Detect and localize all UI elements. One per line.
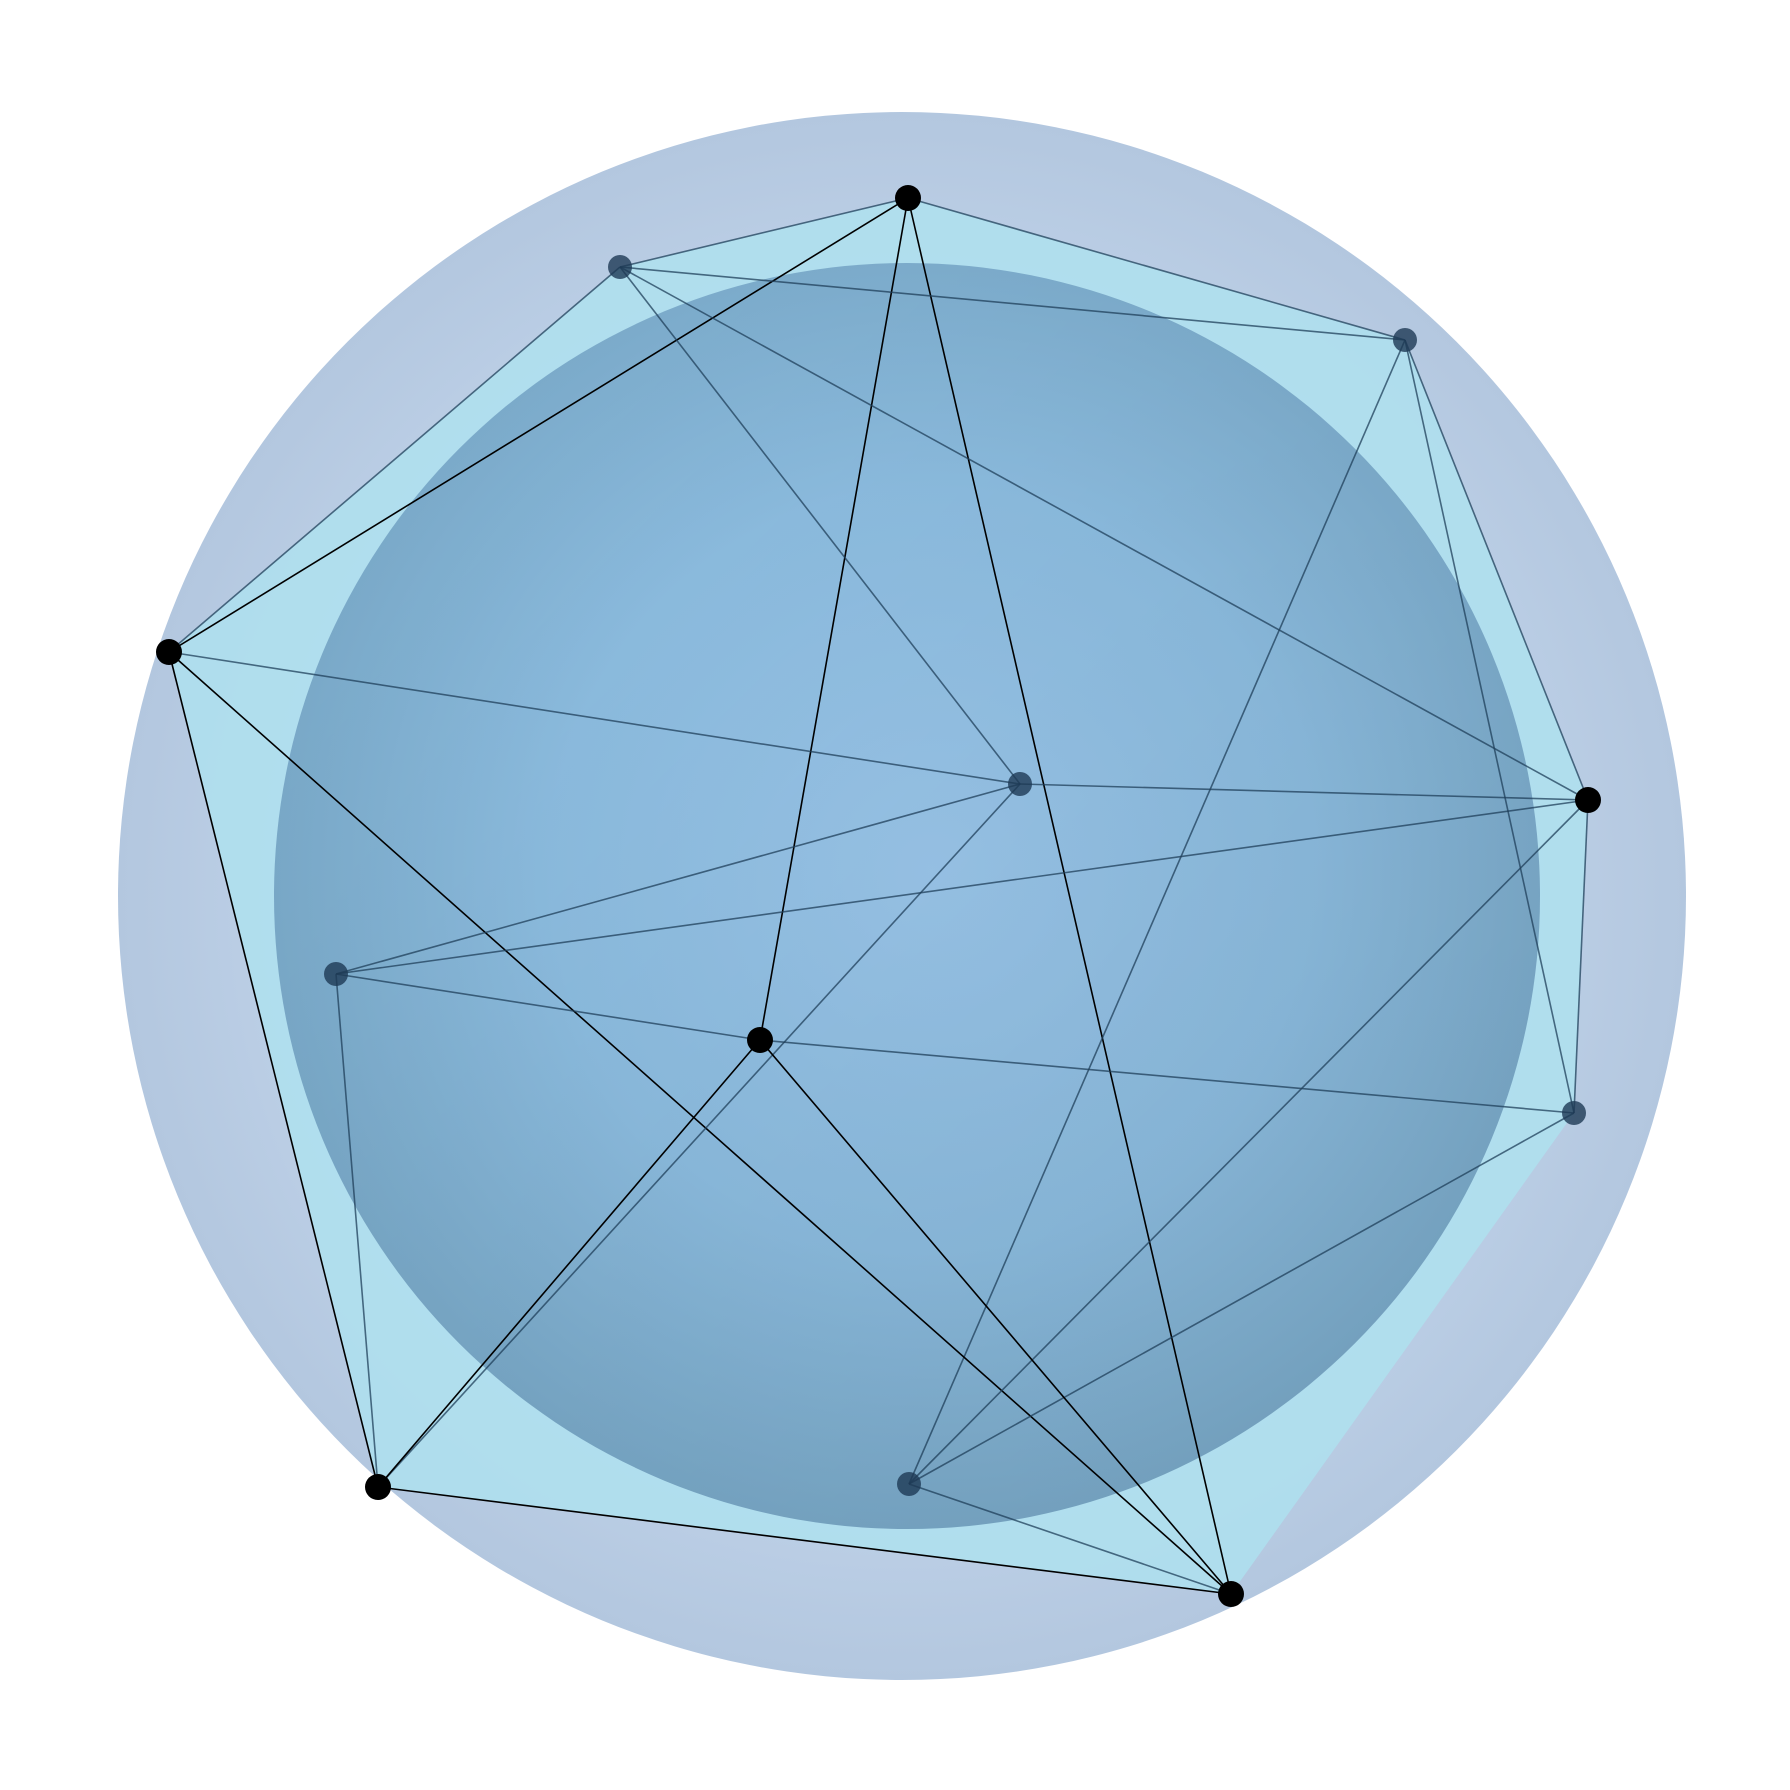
vertex-v11	[897, 1472, 921, 1496]
edge-v7-v10	[335, 973, 379, 1488]
edge-v6-v7	[335, 799, 1589, 975]
edge-v1-v12	[907, 197, 1232, 1595]
edge-v8-v11	[908, 1112, 1575, 1485]
edge-v3-v8	[1404, 339, 1575, 1114]
edge-v9-v10	[377, 1039, 761, 1488]
edge-v2-v5	[619, 266, 1021, 785]
edge-v6-v11	[908, 799, 1589, 1485]
edge-v9-v12	[759, 1039, 1232, 1595]
edge-v1-v4	[168, 197, 909, 653]
edge-v5-v7	[335, 783, 1021, 975]
edge-v7-v9	[335, 973, 761, 1041]
edge-v5-v10	[377, 783, 1021, 1488]
vertex-v3	[1393, 328, 1417, 352]
edge-v5-v6	[1019, 783, 1589, 801]
vertex-v9	[747, 1027, 773, 1053]
edge-v4-v5	[168, 651, 1021, 785]
edge-v1-v9	[759, 197, 909, 1041]
vertex-v10	[365, 1474, 391, 1500]
vertex-v4	[156, 639, 182, 665]
edge-v3-v6	[1404, 339, 1589, 801]
vertex-v8	[1562, 1101, 1586, 1125]
edge-v3-v11	[908, 339, 1406, 1485]
edge-v2-v3	[619, 266, 1406, 341]
vertex-v7	[324, 962, 348, 986]
vertex-v2	[608, 255, 632, 279]
vertex-v12	[1218, 1581, 1244, 1607]
edge-v10-v12	[377, 1486, 1232, 1595]
polyhedron-edges	[168, 197, 1589, 1595]
inner-sphere-shading	[274, 263, 1540, 1529]
edge-v11-v12	[908, 1483, 1232, 1595]
edge-v4-v10	[168, 651, 379, 1488]
edge-v8-v9	[759, 1039, 1575, 1114]
edge-v1-v3	[907, 197, 1406, 341]
edge-v2-v6	[619, 266, 1589, 801]
edge-v2-v4	[168, 266, 621, 653]
vertex-v1	[895, 185, 921, 211]
edge-v1-v2	[619, 197, 909, 268]
polyhedron-vertices	[156, 185, 1601, 1607]
vertex-v5	[1008, 772, 1032, 796]
edge-v4-v12	[168, 651, 1232, 1595]
vertex-v6	[1575, 787, 1601, 813]
edge-v6-v8	[1573, 799, 1589, 1114]
